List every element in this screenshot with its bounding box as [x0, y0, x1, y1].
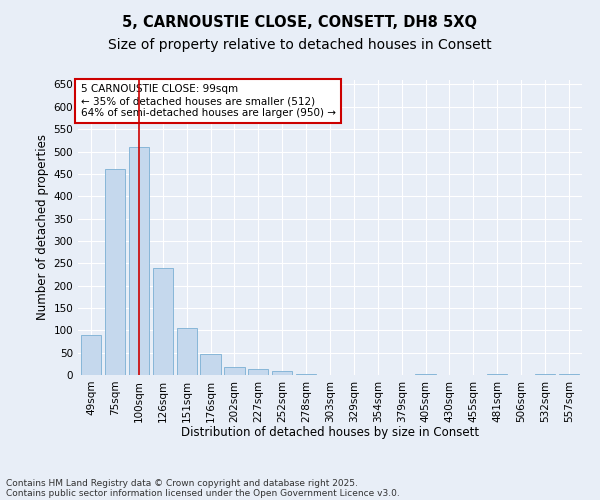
- Bar: [535, 374, 555, 375]
- Y-axis label: Number of detached properties: Number of detached properties: [36, 134, 49, 320]
- Bar: [248, 369, 268, 375]
- Text: Size of property relative to detached houses in Consett: Size of property relative to detached ho…: [108, 38, 492, 52]
- Bar: [200, 354, 221, 375]
- Bar: [487, 374, 508, 375]
- Bar: [415, 374, 436, 375]
- Text: 5 CARNOUSTIE CLOSE: 99sqm
← 35% of detached houses are smaller (512)
64% of semi: 5 CARNOUSTIE CLOSE: 99sqm ← 35% of detac…: [80, 84, 335, 117]
- Text: Contains public sector information licensed under the Open Government Licence v3: Contains public sector information licen…: [6, 488, 400, 498]
- Bar: [176, 328, 197, 375]
- Text: 5, CARNOUSTIE CLOSE, CONSETT, DH8 5XQ: 5, CARNOUSTIE CLOSE, CONSETT, DH8 5XQ: [122, 15, 478, 30]
- Bar: [296, 374, 316, 375]
- Bar: [81, 335, 101, 375]
- Bar: [129, 147, 149, 375]
- Text: Contains HM Land Registry data © Crown copyright and database right 2025.: Contains HM Land Registry data © Crown c…: [6, 478, 358, 488]
- Bar: [272, 372, 292, 375]
- Bar: [224, 367, 245, 375]
- X-axis label: Distribution of detached houses by size in Consett: Distribution of detached houses by size …: [181, 426, 479, 439]
- Bar: [559, 374, 579, 375]
- Bar: [105, 170, 125, 375]
- Bar: [152, 268, 173, 375]
